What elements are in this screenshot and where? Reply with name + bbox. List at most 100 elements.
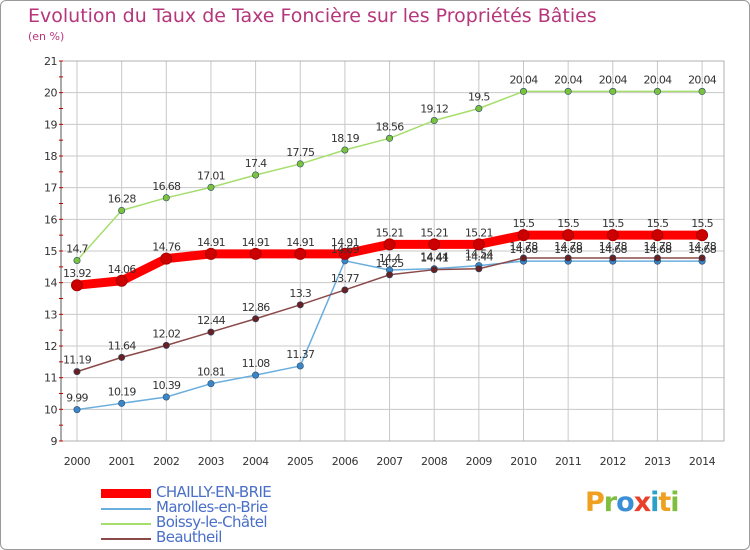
data-point: [430, 117, 438, 125]
data-label: 14.68: [599, 243, 628, 256]
data-point: [386, 271, 394, 279]
x-tick-label: 2000: [64, 455, 91, 468]
data-label: 14.91: [197, 236, 225, 249]
y-tick-label: 14: [44, 277, 57, 290]
legend-label: Beautheil: [156, 528, 222, 546]
proxiti-logo: Proxiti: [585, 487, 680, 518]
data-point: [71, 279, 83, 292]
data-label: 18.56: [376, 120, 405, 133]
data-point: [519, 254, 527, 262]
data-label: 14.54: [465, 248, 494, 261]
data-label: 14.4: [379, 252, 401, 265]
data-label: 19.5: [468, 91, 490, 104]
x-tick-label: 2011: [555, 455, 581, 468]
data-point: [564, 87, 572, 95]
data-point: [162, 393, 170, 401]
data-label: 10.19: [108, 385, 137, 398]
x-tick-label: 2003: [198, 455, 225, 468]
data-point: [73, 256, 81, 264]
data-point: [296, 362, 304, 370]
y-tick-label: 9: [51, 435, 58, 448]
data-label: 15.21: [465, 226, 493, 239]
data-label: 11.19: [63, 354, 92, 367]
legend-label: Boissy-le-Châtel: [156, 513, 268, 531]
data-point: [606, 229, 619, 242]
data-point: [653, 254, 661, 262]
data-point: [73, 368, 81, 376]
data-point: [338, 247, 351, 260]
data-point: [517, 229, 530, 242]
logo-letter: o: [616, 487, 635, 518]
data-label: 17.75: [286, 146, 315, 159]
logo-letter: i: [650, 487, 659, 518]
data-point: [696, 229, 709, 242]
x-tick-label: 2009: [466, 455, 493, 468]
logo-letter: P: [585, 487, 605, 518]
data-point: [475, 105, 483, 113]
data-point: [698, 87, 706, 95]
data-point: [118, 206, 126, 214]
data-label: 13.3: [289, 287, 311, 300]
data-point: [294, 247, 307, 260]
data-label: 14.78: [510, 240, 539, 253]
legend-swatch: [101, 523, 151, 525]
data-point: [519, 87, 527, 95]
x-tick-label: 2006: [332, 455, 359, 468]
data-point: [160, 252, 173, 265]
data-point: [252, 371, 260, 379]
data-label: 15.5: [513, 217, 535, 230]
y-tick-label: 11: [44, 372, 57, 385]
data-label: 15.21: [420, 226, 448, 239]
data-label: 13.77: [331, 272, 360, 285]
data-label: 12.02: [152, 327, 180, 340]
x-tick-label: 2001: [108, 455, 134, 468]
data-point: [562, 229, 575, 242]
x-tick-label: 2005: [287, 455, 314, 468]
data-point: [118, 399, 126, 407]
data-label: 14.68: [510, 243, 539, 256]
chart-title: Evolution du Taux de Taxe Foncière sur l…: [28, 5, 597, 27]
data-label: 15.5: [602, 217, 624, 230]
data-point: [252, 171, 260, 179]
data-label: 14.68: [643, 243, 672, 256]
y-tick-label: 21: [44, 55, 57, 68]
legend-label: Marolles-en-Brie: [156, 498, 268, 516]
x-tick-label: 2013: [644, 455, 671, 468]
data-label: 14.78: [599, 240, 628, 253]
data-label: 17.4: [245, 157, 267, 170]
data-label: 20.04: [510, 73, 539, 86]
data-label: 20.04: [599, 73, 628, 86]
data-point: [118, 353, 126, 361]
data-label: 15.21: [376, 226, 404, 239]
y-tick-label: 10: [44, 403, 57, 416]
y-tick-label: 15: [44, 245, 57, 258]
data-label: 17.01: [197, 169, 225, 182]
data-label: 10.81: [197, 366, 225, 379]
legend-label: CHAILLY-EN-BRIE: [156, 483, 272, 501]
data-point: [609, 87, 617, 95]
data-point: [252, 315, 260, 323]
data-label: 14.25: [376, 257, 405, 270]
x-tick-label: 2007: [376, 455, 403, 468]
data-point: [698, 254, 706, 262]
data-label: 12.44: [197, 314, 226, 327]
data-label: 14.44: [465, 251, 494, 264]
data-label: 11.64: [108, 339, 137, 352]
data-label: 14.68: [554, 243, 583, 256]
data-point: [249, 247, 262, 260]
data-point: [162, 341, 170, 349]
y-tick-label: 12: [44, 340, 57, 353]
data-label: 14.91: [242, 236, 270, 249]
data-label: 14.91: [331, 236, 359, 249]
data-label: 10.39: [152, 379, 181, 392]
data-label: 20.04: [688, 73, 717, 86]
data-label: 14.78: [643, 240, 672, 253]
logo-letter: x: [633, 487, 651, 518]
data-point: [609, 254, 617, 262]
logo-letter: r: [603, 487, 617, 518]
data-point: [386, 134, 394, 142]
data-point: [204, 247, 217, 260]
data-label: 11.37: [286, 348, 315, 361]
data-point: [207, 183, 215, 191]
logo-letter: t: [658, 487, 671, 518]
